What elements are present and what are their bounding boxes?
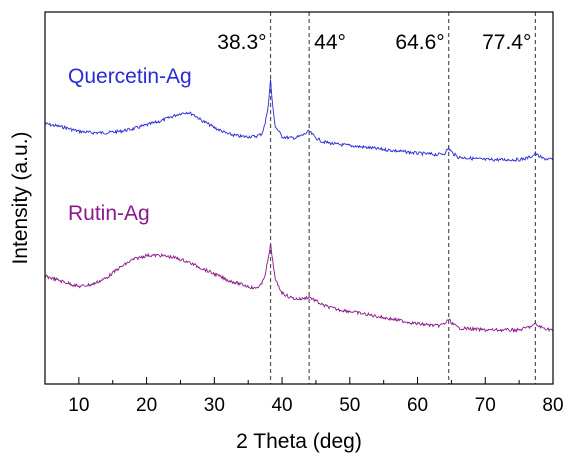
- reference-lines: [269, 12, 536, 384]
- x-tick-label: 10: [68, 395, 89, 416]
- axes: [44, 11, 554, 385]
- x-tick-label: 50: [339, 395, 360, 416]
- x-axis-title: 2 Theta (deg): [236, 430, 362, 453]
- series-labels: Quercetin-Ag Rutin-Ag: [68, 65, 192, 225]
- peak-label: 64.6°: [395, 31, 444, 54]
- x-tick-label: 30: [204, 395, 225, 416]
- x-tick-label: 60: [407, 395, 428, 416]
- x-tick-label: 40: [271, 395, 292, 416]
- y-axis-title: Intensity (a.u.): [9, 131, 32, 264]
- series-line-1: [44, 243, 554, 334]
- x-tick-label: 80: [542, 395, 563, 416]
- plot-frame: [44, 11, 554, 385]
- series-label: Quercetin-Ag: [68, 65, 192, 88]
- x-tick-label: 20: [136, 395, 157, 416]
- x-tick-label: 70: [475, 395, 496, 416]
- x-axis-ticks: 10 20 30 40 50 60 70 80: [44, 377, 564, 416]
- peak-label: 44°: [314, 31, 346, 54]
- series-lines: [44, 79, 554, 334]
- series-line-0: [44, 79, 554, 163]
- series-label: Rutin-Ag: [68, 202, 150, 225]
- peak-labels: 38.3° 44° 64.6° 77.4°: [217, 31, 531, 54]
- peak-label: 77.4°: [482, 31, 531, 54]
- peak-label: 38.3°: [217, 31, 266, 54]
